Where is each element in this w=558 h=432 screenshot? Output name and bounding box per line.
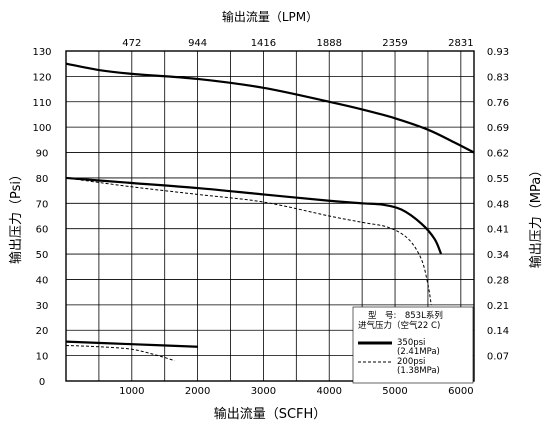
y-tick-label: 90 bbox=[36, 149, 49, 160]
y-tick-label: 40 bbox=[36, 275, 49, 286]
legend-dashed-label: 200psi bbox=[397, 357, 425, 367]
y2-tick-label: 0.93 bbox=[487, 47, 509, 58]
x2-tick-label: 1888 bbox=[316, 38, 341, 49]
x-tick-label: 6000 bbox=[448, 386, 473, 397]
series-line-solid bbox=[65, 62, 475, 154]
legend-dashed-sub: (1.38MPa) bbox=[397, 366, 440, 376]
y2-tick-label: 0.76 bbox=[487, 98, 509, 109]
y-tick-label: 50 bbox=[36, 250, 49, 261]
y-tick-label: 10 bbox=[36, 352, 49, 363]
y2-tick-label: 0.55 bbox=[487, 174, 509, 185]
x2-tick-label: 2831 bbox=[448, 38, 473, 49]
x2-tick-label: 944 bbox=[188, 38, 207, 49]
y-axis-title: 输出压力（Psi） bbox=[8, 168, 24, 264]
y2-tick-label: 0.28 bbox=[487, 275, 509, 286]
legend-solid-sub: (2.41MPa) bbox=[397, 347, 440, 357]
y2-tick-label: 0.62 bbox=[487, 149, 509, 160]
y2-tick-label: 0.21 bbox=[487, 301, 509, 312]
series-line-dashed bbox=[65, 344, 175, 362]
y-tick-label: 20 bbox=[36, 326, 49, 337]
y-tick-label: 120 bbox=[32, 72, 51, 83]
x-axis-title: 输出流量（SCFH） bbox=[214, 406, 327, 422]
legend-solid-label: 350psi bbox=[397, 338, 425, 348]
series-line-solid bbox=[65, 176, 443, 255]
y-tick-label: 80 bbox=[36, 174, 49, 185]
y2-tick-label: 0.48 bbox=[487, 199, 509, 210]
y2-tick-label: 0.07 bbox=[487, 352, 509, 363]
y-tick-label: 100 bbox=[32, 123, 51, 134]
x-tick-label: 1000 bbox=[119, 386, 144, 397]
series-line-solid bbox=[65, 340, 198, 348]
legend-inlet: 进气压力（空气22 C) bbox=[358, 320, 440, 331]
x2-axis-title: 输出流量（LPM） bbox=[222, 9, 318, 24]
y-tick-label: 60 bbox=[36, 225, 49, 236]
y2-axis-title: 输出压力（MPa） bbox=[528, 164, 544, 268]
y2-tick-label: 0.34 bbox=[487, 250, 509, 261]
x2-tick-label: 2359 bbox=[382, 38, 407, 49]
series-line-dashed bbox=[65, 177, 432, 305]
y-tick-label: 30 bbox=[36, 301, 49, 312]
plot-frame bbox=[65, 50, 475, 382]
legend-model: 型 号: 853L系列 bbox=[368, 310, 443, 321]
legend-box bbox=[352, 306, 474, 384]
x-tick-label: 5000 bbox=[382, 386, 407, 397]
y2-tick-label: 0.41 bbox=[487, 225, 509, 236]
y2-tick-label: 0.69 bbox=[487, 123, 509, 134]
y2-tick-label: 0.14 bbox=[487, 326, 509, 337]
y-tick-label: 130 bbox=[32, 47, 51, 58]
x-tick-label: 2000 bbox=[185, 386, 210, 397]
y-tick-label: 110 bbox=[32, 98, 51, 109]
series-lines bbox=[65, 62, 475, 362]
x2-tick-label: 472 bbox=[122, 38, 141, 49]
x-tick-label: 3000 bbox=[251, 386, 276, 397]
y2-tick-label: 0.83 bbox=[487, 72, 509, 83]
x-tick-label: 4000 bbox=[316, 386, 341, 397]
y-tick-label: 0 bbox=[39, 377, 45, 388]
legend: 型 号: 853L系列 进气压力（空气22 C) 350psi (2.41MPa… bbox=[352, 306, 474, 384]
y-tick-label: 70 bbox=[36, 199, 49, 210]
x2-tick-label: 1416 bbox=[251, 38, 276, 49]
